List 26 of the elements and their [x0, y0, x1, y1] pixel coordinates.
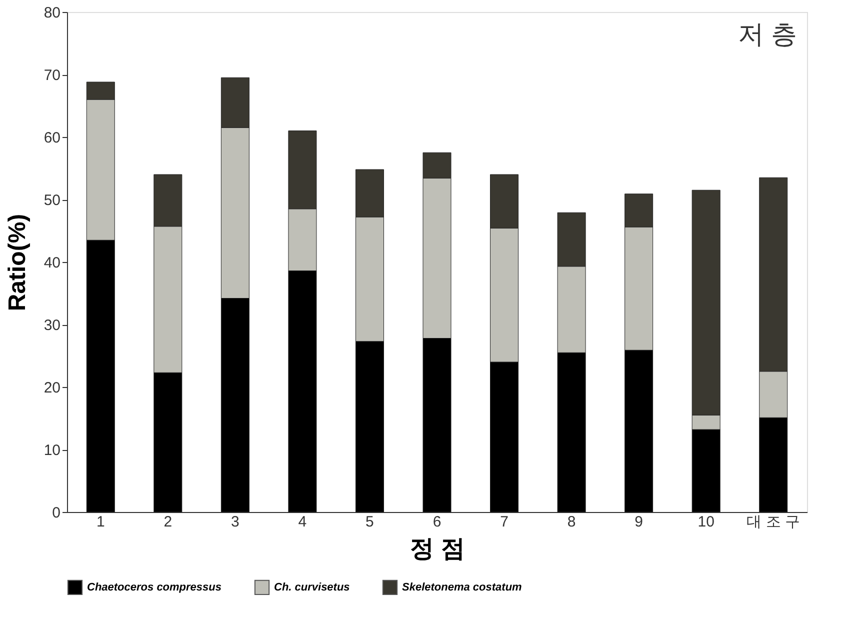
y-tick-label: 20 [44, 380, 60, 396]
y-tick-label: 80 [44, 4, 60, 22]
y-tick-label: 10 [44, 442, 60, 459]
y-tick-label: 0 [52, 504, 60, 522]
x-axis-title: 정 점 [410, 536, 465, 562]
x-tick-label: 대 조 구 [746, 514, 800, 530]
x-tick-label: 8 [567, 514, 576, 530]
x-tick-label: 6 [432, 514, 442, 530]
x-tick-label: 10 [698, 514, 714, 530]
x-tick-label: 2 [164, 514, 172, 530]
annotation: 저 층 [738, 19, 797, 49]
y-tick-label: 70 [44, 67, 60, 84]
y-tick-label: 40 [44, 254, 60, 272]
x-tick-label: 5 [366, 514, 374, 530]
y-tick-label: 30 [44, 317, 60, 334]
legend-label: Skeletonema costatum [402, 581, 522, 594]
x-tick-label: 7 [500, 514, 508, 530]
x-tick-label: 9 [634, 514, 643, 530]
legend-label: Ch. curvisetus [274, 581, 350, 594]
x-tick-label: 1 [96, 514, 105, 530]
x-tick-label: 4 [298, 514, 307, 530]
x-tick-label: 3 [231, 514, 240, 530]
y-axis-title: Ratio(%) [4, 214, 31, 312]
legend-label: Chaetoceros compressus [87, 581, 222, 594]
y-tick-label: 60 [44, 130, 60, 146]
y-tick-label: 50 [44, 192, 60, 209]
